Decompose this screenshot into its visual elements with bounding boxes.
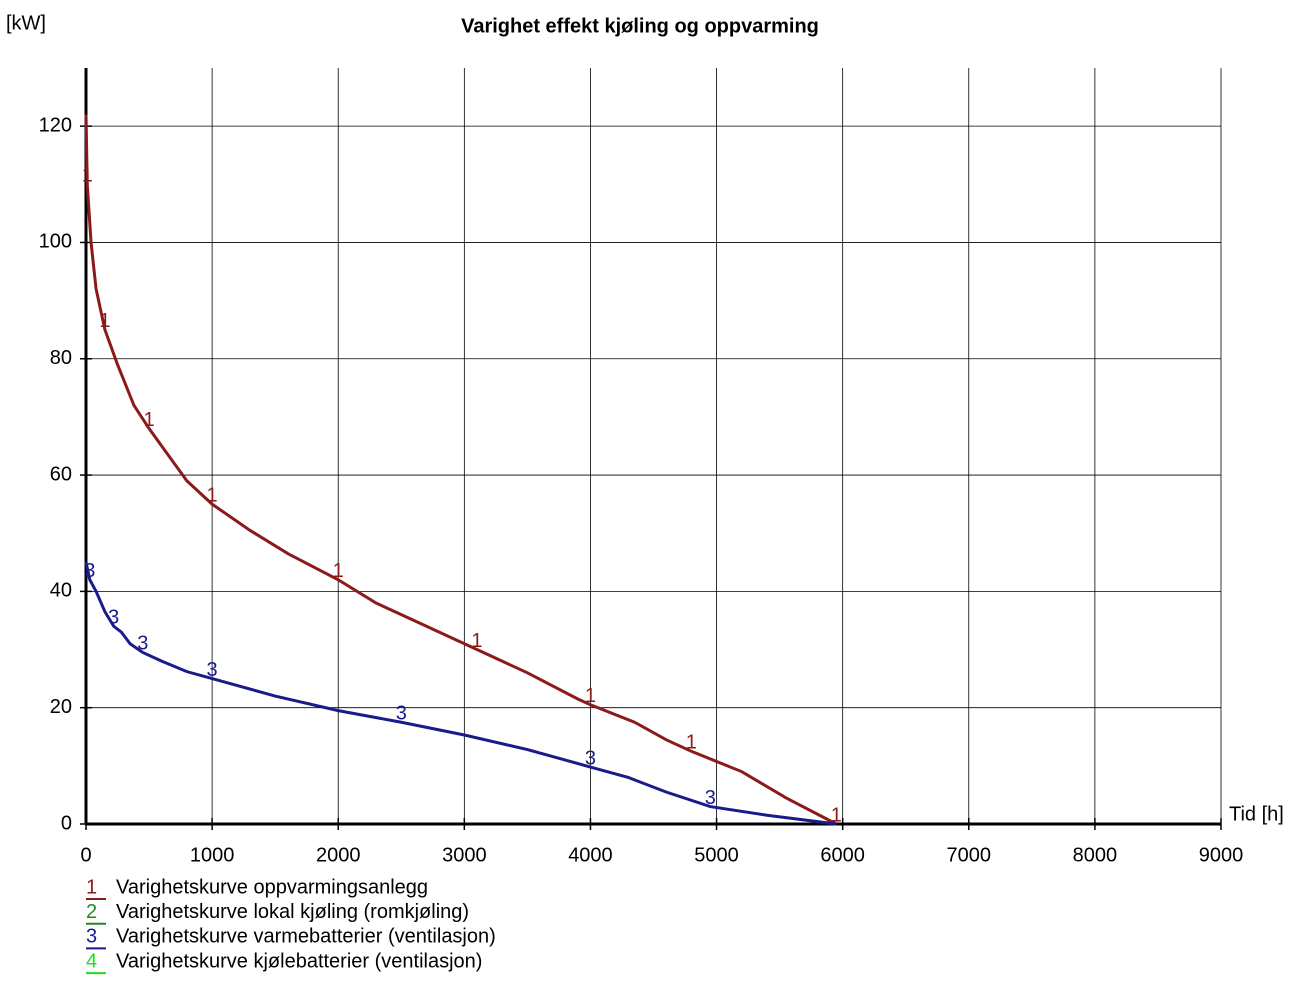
legend-marker: 2: [86, 901, 97, 923]
x-tick-label: 4000: [568, 844, 613, 866]
x-tick-label: 2000: [316, 844, 361, 866]
legend-label: Varighetskurve varmebatterier (ventilasj…: [116, 926, 496, 948]
series-marker: 3: [137, 633, 148, 655]
series-marker: 1: [686, 732, 697, 754]
series-marker: 1: [333, 560, 344, 582]
series-marker: 1: [471, 630, 482, 652]
legend-label: Varighetskurve oppvarmingsanlegg: [116, 876, 428, 898]
y-tick-label: 120: [39, 114, 72, 136]
series-marker: 1: [831, 804, 842, 826]
series-marker: 3: [108, 607, 119, 629]
x-tick-label: 5000: [694, 844, 739, 866]
series-marker: 1: [585, 685, 596, 707]
x-axis-label: Tid [h]: [1229, 803, 1284, 825]
y-tick-label: 40: [50, 580, 72, 602]
legend-marker: 3: [86, 926, 97, 948]
chart-title: Varighet effekt kjøling og oppvarming: [461, 15, 819, 37]
x-tick-label: 0: [80, 844, 91, 866]
legend-marker: 4: [86, 950, 97, 972]
x-tick-label: 3000: [442, 844, 487, 866]
y-axis-label: [kW]: [6, 12, 46, 34]
x-tick-label: 6000: [820, 844, 865, 866]
y-tick-label: 80: [50, 347, 72, 369]
series-marker: 3: [84, 560, 95, 582]
y-tick-label: 20: [50, 696, 72, 718]
y-tick-label: 0: [61, 812, 72, 834]
series-line: [84, 114, 838, 826]
legend-label: Varighetskurve lokal kjøling (romkjøling…: [116, 901, 469, 923]
series-marker: 3: [396, 703, 407, 725]
x-tick-label: 8000: [1073, 844, 1118, 866]
series-marker: 3: [207, 659, 218, 681]
series-line: [84, 561, 837, 826]
series-marker: 1: [99, 310, 110, 332]
series-marker: 3: [705, 787, 716, 809]
series-marker: 1: [207, 484, 218, 506]
series-marker: 1: [143, 409, 154, 431]
x-tick-label: 9000: [1199, 844, 1244, 866]
x-tick-label: 7000: [947, 844, 992, 866]
legend-marker: 1: [86, 876, 97, 898]
series-marker: 3: [585, 747, 596, 769]
y-tick-label: 100: [39, 231, 72, 253]
legend-label: Varighetskurve kjølebatterier (ventilasj…: [116, 950, 482, 972]
y-tick-label: 60: [50, 463, 72, 485]
series-marker: 1: [82, 165, 93, 187]
x-tick-label: 1000: [190, 844, 235, 866]
